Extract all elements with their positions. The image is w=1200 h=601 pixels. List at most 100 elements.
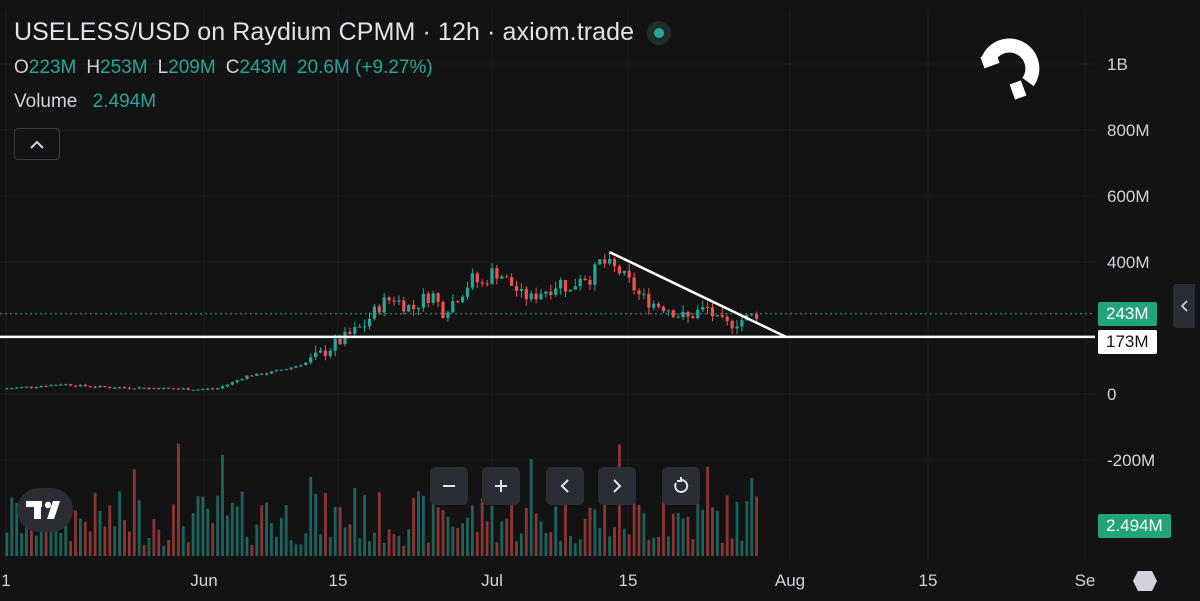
candle-body bbox=[196, 389, 200, 391]
candle-body bbox=[44, 386, 48, 388]
x-tick-label: 15 bbox=[619, 571, 638, 590]
candle-body bbox=[201, 389, 205, 391]
candle-body bbox=[549, 291, 553, 295]
collapse-legend-button[interactable] bbox=[14, 128, 60, 160]
volume-bar bbox=[118, 491, 121, 556]
candle-body bbox=[539, 293, 543, 300]
reset-chart-button[interactable] bbox=[662, 467, 700, 505]
high-key: H bbox=[86, 57, 101, 78]
volume-bar bbox=[299, 544, 303, 556]
settings-button[interactable] bbox=[1132, 570, 1158, 597]
candle-body bbox=[603, 259, 607, 264]
candle-body bbox=[132, 388, 136, 390]
candle-body bbox=[554, 288, 558, 295]
candle-body bbox=[93, 386, 97, 388]
candle-body bbox=[181, 388, 185, 390]
scroll-right-button[interactable] bbox=[598, 467, 636, 505]
candle-body bbox=[157, 388, 161, 390]
candle-body bbox=[98, 386, 102, 388]
volume-bar bbox=[157, 529, 161, 556]
magnet-icon[interactable] bbox=[976, 38, 1046, 105]
volume-bar bbox=[147, 537, 151, 556]
volume-bar bbox=[15, 503, 19, 556]
candle-body bbox=[475, 273, 479, 283]
candle-body bbox=[608, 259, 612, 264]
candle-body bbox=[583, 278, 587, 281]
volume-bar bbox=[387, 529, 391, 556]
candle-body bbox=[382, 297, 386, 313]
scroll-left-button[interactable] bbox=[546, 467, 584, 505]
volume-bar bbox=[88, 531, 92, 556]
volume-label: Volume bbox=[14, 91, 78, 112]
candle-body bbox=[490, 268, 494, 284]
candle-body bbox=[235, 380, 239, 383]
candle-body bbox=[118, 387, 122, 389]
volume-bar bbox=[422, 495, 425, 556]
volume-bar bbox=[451, 526, 455, 556]
tradingview-logo-icon[interactable] bbox=[17, 488, 73, 532]
side-panel-toggle[interactable] bbox=[1173, 284, 1195, 328]
volume-bar bbox=[671, 513, 675, 556]
candle-body bbox=[54, 384, 58, 386]
volume-bar bbox=[348, 524, 352, 556]
candle-body bbox=[353, 326, 357, 334]
candle-body bbox=[617, 266, 621, 274]
last-price-tag: 243M bbox=[1098, 302, 1157, 326]
volume-bar bbox=[250, 544, 254, 556]
candle-body bbox=[260, 373, 264, 375]
candle-body bbox=[563, 280, 568, 292]
candle-body bbox=[485, 283, 489, 285]
volume-bar bbox=[206, 508, 210, 556]
volume-bar bbox=[740, 540, 744, 556]
volume-value: 2.494M bbox=[92, 91, 157, 112]
volume-bar bbox=[588, 507, 592, 556]
candle-body bbox=[578, 278, 582, 287]
volume-bar bbox=[39, 530, 43, 556]
volume-tag: 2.494M bbox=[1098, 514, 1171, 538]
legend-title-row: USELESS/USD on Raydium CPMM · 12h · axio… bbox=[14, 18, 665, 47]
volume-bar bbox=[622, 528, 626, 556]
volume-bar bbox=[637, 504, 641, 556]
volume-bar bbox=[402, 545, 406, 556]
volume-bar bbox=[716, 510, 719, 556]
candle-body bbox=[245, 375, 249, 379]
zoom-in-button[interactable] bbox=[482, 467, 520, 505]
candle-body bbox=[627, 270, 631, 278]
y-tick-label: 800M bbox=[1107, 121, 1150, 140]
volume-bar bbox=[172, 504, 175, 556]
volume-bar bbox=[69, 541, 72, 556]
volume-bar bbox=[662, 492, 665, 556]
volume-bar bbox=[304, 533, 308, 556]
candle-body bbox=[407, 304, 411, 312]
volume-bar bbox=[613, 527, 616, 556]
volume-bar bbox=[93, 492, 97, 556]
candle-body bbox=[69, 384, 73, 386]
volume-bar bbox=[358, 538, 362, 556]
volume-bar bbox=[255, 524, 259, 556]
open-value: 223M bbox=[28, 57, 77, 78]
candle-body bbox=[39, 386, 43, 388]
candle-body bbox=[314, 352, 318, 358]
candle-body bbox=[338, 338, 342, 345]
candle-body bbox=[240, 378, 244, 381]
candle-body bbox=[686, 311, 690, 317]
volume-bar bbox=[436, 507, 440, 556]
candle-body bbox=[720, 315, 724, 317]
volume-bar bbox=[353, 488, 357, 556]
candle-body bbox=[661, 306, 666, 312]
volume-bar bbox=[270, 523, 273, 556]
candle-body bbox=[730, 320, 734, 329]
volume-bar bbox=[524, 508, 528, 556]
volume-bar bbox=[495, 542, 499, 556]
candle-body bbox=[358, 326, 362, 328]
volume-bar bbox=[603, 503, 607, 556]
zoom-out-button[interactable] bbox=[430, 467, 468, 505]
volume-bar bbox=[284, 505, 288, 556]
volume-bar bbox=[573, 543, 577, 556]
volume-bar bbox=[226, 515, 229, 556]
candle-body bbox=[593, 264, 597, 285]
candle-body bbox=[652, 303, 656, 308]
volume-bar bbox=[696, 502, 700, 556]
